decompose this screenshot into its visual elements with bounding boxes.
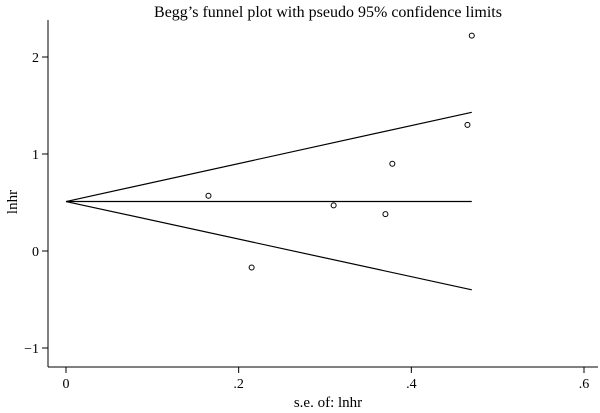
y-tick-label: 2 [32, 51, 39, 66]
upper-confidence-limit [65, 111, 472, 203]
x-tick-label: .2 [233, 377, 244, 392]
y-tick-label: 0 [32, 245, 39, 260]
y-tick-label: −1 [24, 342, 39, 357]
data-point [248, 264, 255, 271]
x-tick-label: .6 [579, 377, 590, 392]
data-points [205, 32, 475, 271]
x-axis-label: s.e. of: lnhr [294, 395, 362, 411]
axes [42, 20, 598, 373]
lower-confidence-limit [65, 200, 472, 291]
x-tick-label: 0 [63, 377, 70, 392]
funnel-lines [65, 111, 472, 291]
y-axis-label: lnhr [5, 190, 21, 214]
x-tick-label: .4 [406, 377, 417, 392]
data-point [389, 160, 396, 167]
tick-labels: −1 0 1 2 0 .2 .4 .6 [24, 51, 589, 392]
data-point [382, 211, 389, 218]
data-point [464, 121, 471, 128]
data-point [205, 192, 212, 199]
data-point [330, 202, 337, 209]
data-point [468, 32, 475, 39]
y-tick-label: 1 [32, 148, 39, 163]
chart-title: Begg’s funnel plot with pseudo 95% confi… [154, 4, 502, 21]
